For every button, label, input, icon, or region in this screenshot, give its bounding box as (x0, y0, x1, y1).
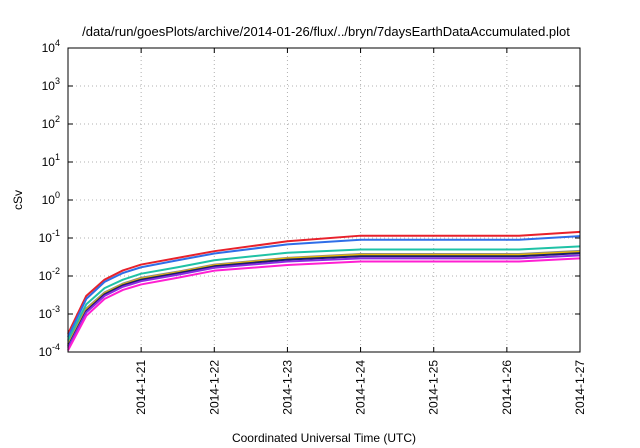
y-tick-base: 10 (39, 231, 53, 245)
y-tick-base: 10 (39, 307, 53, 321)
chart-title: /data/run/goesPlots/archive/2014-01-26/f… (82, 24, 570, 39)
x-tick-label: 2014-1-21 (134, 360, 148, 415)
y-tick-base: 10 (39, 269, 53, 283)
y-tick-label: 10-3 (39, 304, 60, 321)
series-line (67, 252, 581, 347)
y-tick-exponent: -1 (52, 228, 60, 238)
y-tick-exponent: -2 (52, 266, 60, 276)
x-tick-label: 2014-1-24 (354, 360, 368, 415)
y-tick-base: 10 (42, 79, 56, 93)
y-tick-base: 10 (42, 41, 56, 55)
y-tick-base: 10 (42, 155, 56, 169)
y-tick-label: 10-2 (39, 266, 60, 283)
x-axis-label: Coordinated Universal Time (UTC) (232, 431, 416, 445)
y-tick-label: 103 (42, 76, 60, 93)
x-tick-label: 2014-1-26 (500, 360, 514, 415)
y-tick-label: 102 (42, 114, 60, 131)
series-line (67, 254, 581, 349)
grid-lines (68, 48, 580, 352)
y-tick-exponent: -3 (52, 304, 60, 314)
x-axis-ticks: 2014-1-21 2014-1-22 2014-1-23 2014-1-24 2014… (134, 48, 587, 415)
series-line (67, 245, 581, 342)
series-line (67, 235, 581, 338)
data-series (67, 230, 581, 351)
y-tick-label: 101 (42, 152, 60, 169)
series-line (67, 257, 581, 351)
y-tick-exponent: 3 (55, 76, 60, 86)
y-tick-exponent: -4 (52, 342, 60, 352)
y-tick-exponent: 4 (55, 38, 60, 48)
y-axis-label: cSv (11, 190, 25, 210)
y-tick-label: 10-1 (39, 228, 60, 245)
y-tick-base: 10 (42, 117, 56, 131)
y-tick-label: 104 (42, 38, 60, 55)
y-tick-base: 10 (39, 345, 53, 359)
y-tick-base: 10 (42, 193, 56, 207)
y-tick-label: 10-4 (39, 342, 60, 359)
y-tick-label: 100 (42, 190, 60, 207)
y-tick-exponent: 2 (55, 114, 60, 124)
y-tick-exponent: 0 (55, 190, 60, 200)
x-tick-label: 2014-1-25 (427, 360, 441, 415)
x-tick-label: 2014-1-27 (573, 360, 587, 415)
x-tick-label: 2014-1-22 (207, 360, 221, 415)
y-tick-exponent: 1 (55, 152, 60, 162)
series-line (67, 230, 581, 335)
x-tick-label: 2014-1-23 (280, 360, 294, 415)
